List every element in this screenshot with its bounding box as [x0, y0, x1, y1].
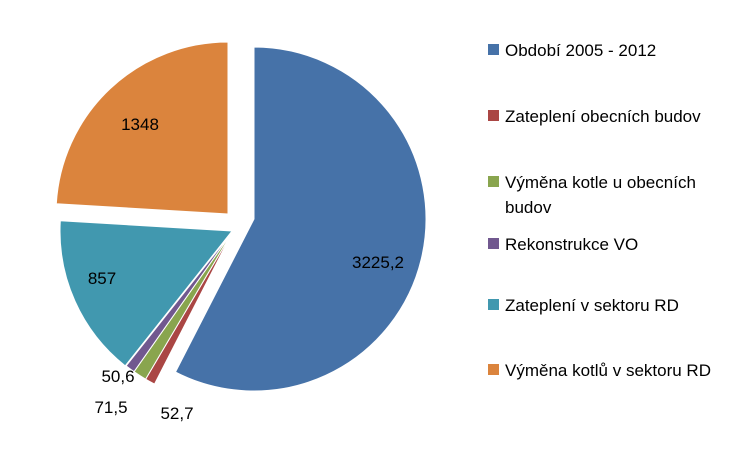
legend-item-4: Rekonstrukce VO	[488, 232, 730, 257]
pie-slice-5	[59, 220, 233, 367]
pie-slice-6	[55, 41, 229, 215]
data-label-4: 50,6	[101, 367, 134, 386]
legend-item-1: Období 2005 - 2012	[488, 38, 730, 63]
legend-label: Výměna kotle u obecních budov	[505, 173, 696, 217]
pie-slice-1	[174, 46, 427, 392]
legend-item-5: Zateplení v sektoru RD	[488, 293, 730, 318]
legend-item-3: Výměna kotle u obecních budov	[488, 170, 730, 220]
legend-swatch	[488, 299, 499, 310]
data-label-1: 3225,2	[352, 253, 404, 272]
data-label-5: 857	[88, 269, 116, 288]
legend-label: Zateplení obecních budov	[505, 107, 701, 126]
legend-swatch	[488, 176, 499, 187]
data-label-2: 52,7	[160, 404, 193, 423]
pie-chart: 3225,2 52,7 71,5 50,6 857 1348	[55, 41, 427, 423]
data-label-3: 71,5	[94, 398, 127, 417]
legend-label: Výměna kotlů v sektoru RD	[505, 361, 711, 380]
legend-swatch	[488, 238, 499, 249]
legend-item-2: Zateplení obecních budov	[488, 104, 730, 129]
legend-swatch	[488, 364, 499, 375]
legend-label: Rekonstrukce VO	[505, 235, 639, 254]
legend-swatch	[488, 44, 499, 55]
data-label-6: 1348	[121, 115, 159, 134]
legend-label: Zateplení v sektoru RD	[505, 296, 679, 315]
legend-swatch	[488, 110, 499, 121]
legend-label: Období 2005 - 2012	[505, 41, 657, 60]
pie-slice-4	[125, 230, 234, 373]
legend-item-6: Výměna kotlů v sektoru RD	[488, 358, 730, 383]
